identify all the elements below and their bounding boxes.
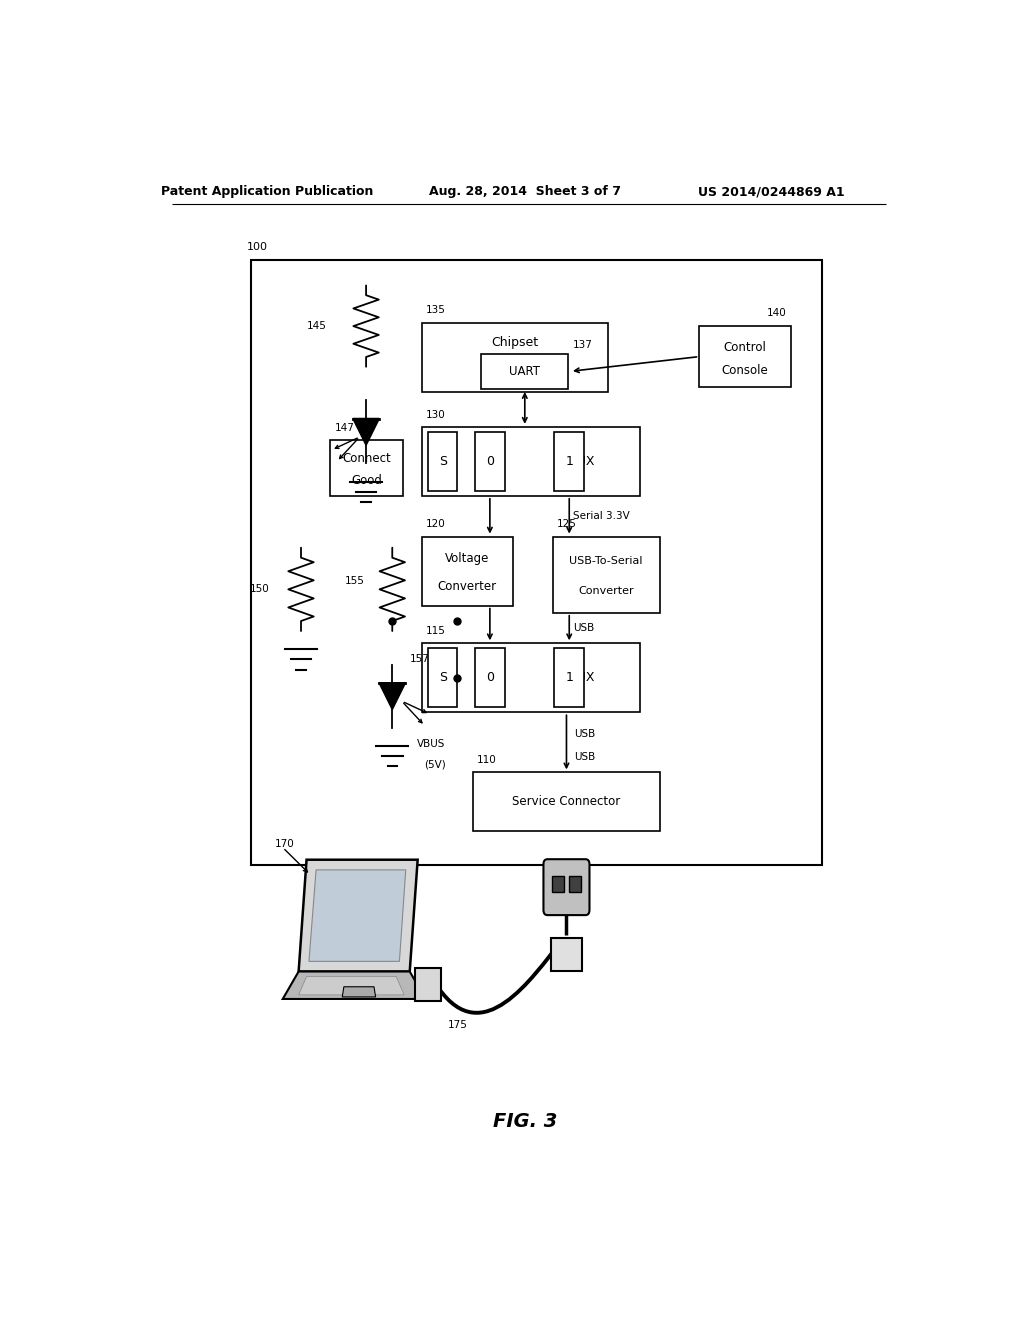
Text: MUX: MUX — [566, 672, 595, 684]
Text: 130: 130 — [426, 409, 445, 420]
Text: (5V): (5V) — [424, 760, 445, 770]
Text: 145: 145 — [306, 321, 327, 331]
Text: 125: 125 — [557, 519, 577, 529]
Text: USB-To-Serial: USB-To-Serial — [569, 556, 643, 566]
FancyBboxPatch shape — [422, 426, 640, 496]
Text: USB: USB — [574, 752, 596, 762]
Text: 170: 170 — [274, 840, 295, 850]
Polygon shape — [379, 682, 406, 709]
FancyBboxPatch shape — [569, 876, 582, 892]
Text: 137: 137 — [572, 341, 592, 351]
FancyBboxPatch shape — [475, 432, 505, 491]
Text: UART: UART — [509, 364, 541, 378]
FancyBboxPatch shape — [553, 536, 659, 612]
FancyBboxPatch shape — [481, 354, 568, 389]
Text: ⇆: ⇆ — [424, 979, 432, 990]
Text: S: S — [438, 672, 446, 684]
Text: Converter: Converter — [579, 586, 634, 597]
Polygon shape — [299, 859, 418, 972]
Text: 120: 120 — [426, 519, 445, 529]
FancyBboxPatch shape — [544, 859, 590, 915]
FancyBboxPatch shape — [554, 432, 585, 491]
FancyBboxPatch shape — [428, 648, 458, 708]
FancyBboxPatch shape — [551, 939, 582, 972]
Text: 140: 140 — [767, 308, 786, 318]
Text: US 2014/0244869 A1: US 2014/0244869 A1 — [697, 185, 844, 198]
Text: 1: 1 — [565, 455, 573, 467]
FancyBboxPatch shape — [416, 969, 440, 1001]
Text: Aug. 28, 2014  Sheet 3 of 7: Aug. 28, 2014 Sheet 3 of 7 — [429, 185, 621, 198]
Text: 155: 155 — [345, 577, 365, 586]
FancyBboxPatch shape — [422, 536, 513, 606]
FancyBboxPatch shape — [473, 772, 659, 832]
Text: Control: Control — [724, 341, 766, 354]
FancyBboxPatch shape — [428, 432, 458, 491]
Text: ⇕: ⇕ — [562, 949, 571, 958]
Text: Chipset: Chipset — [492, 335, 539, 348]
Polygon shape — [283, 972, 426, 999]
Text: 0: 0 — [485, 455, 494, 467]
Text: 115: 115 — [426, 626, 445, 636]
Text: 175: 175 — [447, 1020, 468, 1031]
Text: 147: 147 — [334, 422, 354, 433]
Text: USB: USB — [573, 623, 595, 634]
Text: Converter: Converter — [437, 579, 497, 593]
Text: Voltage: Voltage — [445, 552, 489, 565]
FancyBboxPatch shape — [552, 876, 563, 892]
FancyBboxPatch shape — [475, 648, 505, 708]
FancyBboxPatch shape — [251, 260, 822, 865]
FancyBboxPatch shape — [331, 440, 403, 496]
Text: 110: 110 — [477, 755, 497, 766]
Text: Good: Good — [351, 474, 382, 487]
Text: 157: 157 — [410, 655, 430, 664]
Polygon shape — [309, 870, 406, 961]
FancyBboxPatch shape — [699, 326, 791, 387]
Text: Patent Application Publication: Patent Application Publication — [161, 185, 373, 198]
FancyBboxPatch shape — [422, 323, 608, 392]
Text: 1: 1 — [565, 672, 573, 684]
Text: MUX: MUX — [566, 455, 595, 467]
Text: Serial 3.3V: Serial 3.3V — [573, 511, 630, 521]
Text: Service Connector: Service Connector — [512, 795, 621, 808]
Text: Connect: Connect — [342, 451, 391, 465]
Text: 100: 100 — [247, 242, 268, 252]
FancyBboxPatch shape — [554, 648, 585, 708]
FancyBboxPatch shape — [422, 643, 640, 713]
Text: S: S — [438, 455, 446, 467]
Polygon shape — [353, 418, 379, 445]
Text: 135: 135 — [426, 305, 445, 315]
Polygon shape — [342, 987, 376, 997]
Text: VBUS: VBUS — [417, 739, 445, 750]
Polygon shape — [299, 977, 404, 995]
Text: 150: 150 — [250, 585, 269, 594]
Text: FIG. 3: FIG. 3 — [493, 1113, 557, 1131]
Text: 0: 0 — [485, 672, 494, 684]
Text: Console: Console — [722, 363, 768, 376]
Text: USB: USB — [574, 729, 596, 739]
